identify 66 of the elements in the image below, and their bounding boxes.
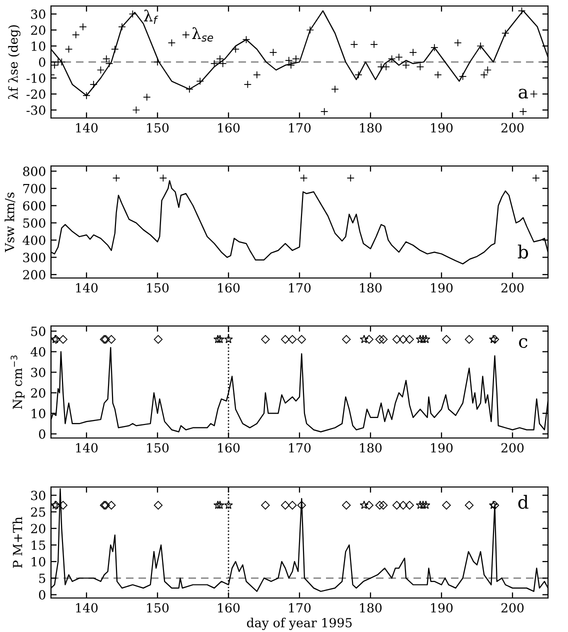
y-tick-label: 10 bbox=[32, 41, 46, 51]
x-tick-label: 170 bbox=[289, 443, 311, 453]
y-tick-label: 25 bbox=[31, 507, 46, 517]
x-tick-label: 180 bbox=[360, 443, 382, 453]
x-tick-label: 180 bbox=[360, 123, 382, 133]
y-tick-label: 300 bbox=[23, 252, 46, 262]
x-tick-label: 200 bbox=[501, 443, 524, 453]
x-tick-label: 160 bbox=[218, 283, 240, 293]
y-tick-label: 15 bbox=[32, 540, 46, 550]
x-tick-label: 150 bbox=[147, 443, 169, 453]
x-tick-label: 140 bbox=[76, 443, 98, 453]
y-tick-label: 20 bbox=[31, 25, 46, 35]
annotation: c bbox=[518, 338, 528, 348]
y-tick-label: 200 bbox=[23, 270, 46, 280]
y-tick-label: 800 bbox=[23, 166, 46, 176]
x-tick-label: 160 bbox=[218, 123, 240, 133]
y-axis-title: P M+Th bbox=[12, 516, 22, 568]
y-axis-title: Np cm$^{−3}$ bbox=[10, 356, 25, 410]
y-tick-label: 20 bbox=[31, 388, 46, 398]
annotation: λ$_{f}$ bbox=[144, 10, 158, 24]
y-tick-label: 0 bbox=[39, 590, 46, 600]
x-tick-label: 140 bbox=[76, 283, 98, 293]
y-tick-label: 500 bbox=[23, 218, 46, 228]
x-tick-label: 180 bbox=[360, 283, 382, 293]
y-tick-label: -30 bbox=[26, 105, 46, 115]
x-tick-label: 200 bbox=[501, 123, 524, 133]
x-tick-label: 200 bbox=[501, 603, 524, 613]
annotation: b bbox=[518, 244, 528, 259]
x-tick-label: 190 bbox=[431, 283, 453, 293]
y-tick-label: 40 bbox=[30, 347, 46, 357]
y-tick-label: 10 bbox=[32, 557, 46, 566]
y-tick-label: 0 bbox=[39, 57, 46, 67]
y-tick-label: 50 bbox=[31, 326, 46, 336]
y-tick-label: 10 bbox=[32, 408, 46, 418]
x-tick-label: 140 bbox=[76, 123, 98, 133]
y-tick-label: 400 bbox=[22, 236, 46, 246]
annotation: d bbox=[518, 494, 528, 509]
y-tick-label: 20 bbox=[31, 524, 46, 534]
y-tick-label: 30 bbox=[31, 490, 46, 500]
y-tick-label: 600 bbox=[23, 201, 46, 211]
x-tick-label: 140 bbox=[76, 603, 98, 613]
x-tick-label: 190 bbox=[431, 443, 453, 453]
annotation: λ$_{se}$ bbox=[192, 27, 214, 42]
y-tick-label: 0 bbox=[39, 429, 46, 439]
y-tick-label: 30 bbox=[31, 9, 46, 19]
x-tick-label: 170 bbox=[289, 283, 311, 293]
y-axis-title: λf λse (deg) bbox=[8, 25, 20, 100]
x-tick-label: 150 bbox=[147, 603, 169, 613]
annotation: a bbox=[518, 88, 528, 99]
y-tick-label: -10 bbox=[26, 73, 46, 83]
x-tick-label: 200 bbox=[501, 283, 524, 293]
x-tick-label: 190 bbox=[431, 123, 453, 133]
x-tick-label: 150 bbox=[147, 123, 169, 133]
x-tick-label: 170 bbox=[289, 603, 311, 613]
x-tick-label: 180 bbox=[360, 603, 382, 613]
y-tick-label: 700 bbox=[23, 184, 46, 194]
y-tick-label: 30 bbox=[31, 368, 46, 378]
y-tick-label: -20 bbox=[26, 89, 46, 99]
x-tick-label: 190 bbox=[431, 603, 453, 613]
x-tick-label: 160 bbox=[218, 603, 240, 613]
y-axis-title: Vsw km/s bbox=[4, 192, 16, 252]
x-axis-title: day of year 1995 bbox=[246, 618, 352, 630]
y-tick-label: 5 bbox=[39, 574, 46, 584]
x-tick-label: 150 bbox=[147, 283, 169, 293]
x-tick-label: 170 bbox=[289, 123, 311, 133]
x-tick-label: 160 bbox=[218, 443, 240, 453]
